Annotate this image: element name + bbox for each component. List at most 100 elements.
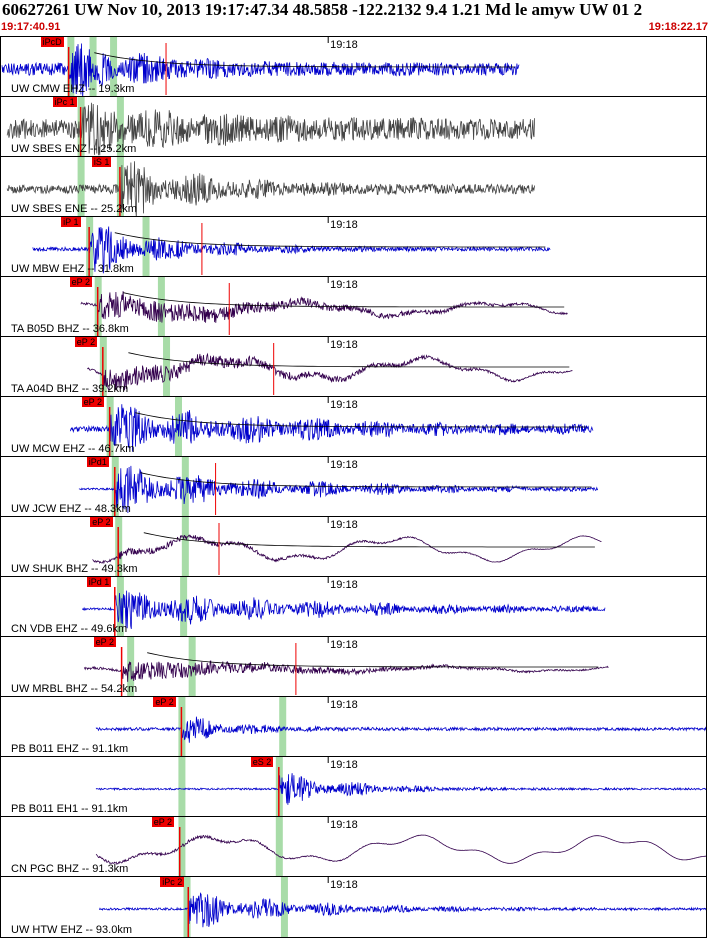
station-label: UW CMW EHZ -- 19.3km [11,83,135,95]
waveform-trace [99,892,706,928]
minute-label: 19:18 [330,519,358,531]
minute-label: 19:18 [330,219,358,231]
coda-decay-curve [128,352,570,368]
theoretical-arrival-marker [180,577,188,636]
trace-panel[interactable]: iPc 2 19:18 UW HTW EHZ -- 93.0km [0,876,707,938]
minute-label: 19:18 [330,819,358,831]
waveform-trace [6,102,535,156]
trace-canvas [32,217,551,276]
waveform-trace [92,534,602,565]
phase-pick-label[interactable]: iPcD [40,37,64,47]
theoretical-arrival-marker [142,217,150,276]
waveform-trace [69,404,594,452]
minute-label: 19:18 [330,279,358,291]
coda-decay-curve [114,232,546,248]
trace-panel[interactable]: iS 1 UW SBES ENE -- 25.2km [0,156,707,216]
trace-canvas [1,37,520,96]
trace-panel[interactable]: eP 2 19:18 TA B05D BHZ -- 36.8km [0,276,707,336]
window-start-time: 19:17:40.91 [1,21,61,33]
minute-label: 19:18 [330,39,358,51]
minute-label: 19:18 [330,879,358,891]
window-end-time: 19:18:22.17 [648,21,708,33]
coda-decay-curve [135,412,587,428]
station-label: UW HTW EHZ -- 93.0km [11,924,132,936]
trace-panel[interactable]: eP 2 19:18 UW SHUK BHZ -- 49.3km [0,516,707,576]
theoretical-arrival-marker [163,337,171,396]
phase-pick-label[interactable]: iPd1 [86,457,109,467]
station-label: UW SBES ENE -- 25.2km [11,203,137,215]
phase-pick-label[interactable]: iPc 2 [160,877,185,887]
theoretical-arrival-marker [181,517,189,576]
trace-panel[interactable]: iPd1 19:18 UW JCW EHZ -- 48.3km [0,456,707,516]
phase-pick-label[interactable]: iS 1 [91,157,112,167]
trace-canvas [99,877,706,937]
minute-label: 19:18 [330,639,358,651]
phase-pick-label[interactable]: iPc 1 [52,97,77,107]
phase-pick-label[interactable]: iP 1 [61,217,81,227]
station-label: CN PGC BHZ -- 91.3km [11,863,129,875]
station-label: UW MCW EHZ -- 46.7km [11,443,135,455]
station-label: UW SBES ENZ -- 25.2km [11,143,137,155]
trace-panel[interactable]: iPd 1 19:18 CN VDB EHZ -- 49.6km [0,576,707,636]
coda-decay-curve [147,652,599,668]
theoretical-arrival-marker [110,37,118,96]
phase-pick-label[interactable]: eP 2 [69,277,93,287]
phase-pick-label[interactable]: eP 2 [93,637,116,647]
phase-pick-label[interactable]: eP 2 [153,697,176,707]
station-label: UW MBW EHZ -- 31.8km [11,263,134,275]
trace-panel[interactable]: eP 2 19:18 TA A04D BHZ -- 39.2km [0,336,707,396]
theoretical-arrival-marker [183,877,191,937]
waveform-trace [81,590,606,629]
event-header: 60627261 UW Nov 10, 2013 19:17:47.34 48.… [0,0,710,36]
phase-pick-label[interactable]: eP 2 [90,517,113,527]
trace-canvas [95,697,706,756]
coda-decay-curve [123,292,565,308]
station-label: PB B011 EHZ -- 91.1km [11,743,129,755]
trace-canvas [83,637,609,696]
trace-canvas [92,517,602,576]
trace-canvas [6,97,535,156]
waveform-trace [95,773,706,805]
coda-decay-curve [94,52,515,68]
trace-panel[interactable]: eP 2 19:18 UW MRBL BHZ -- 54.2km [0,636,707,696]
waveform-trace [83,660,609,682]
trace-panel[interactable]: eP 2 19:18 UW MCW EHZ -- 46.7km [0,396,707,456]
station-label: TA A04D BHZ -- 39.2km [11,383,129,395]
phase-pick-label[interactable]: eP 2 [81,397,104,407]
waveform-trace [87,352,573,391]
minute-label: 19:18 [330,699,358,711]
waveform-trace [78,465,599,514]
minute-label: 19:18 [330,579,358,591]
seismogram-plot[interactable]: iPcD 19:18 UW CMW EHZ -- 19.3km iPc 1 UW SBE… [0,36,710,938]
trace-canvas [69,397,594,456]
phase-pick-label[interactable]: eS 2 [250,757,274,767]
waveform-trace [32,226,551,274]
theoretical-arrival-marker [275,817,283,876]
station-label: UW MRBL BHZ -- 54.2km [11,683,138,695]
trace-canvas [95,817,706,876]
trace-canvas [95,757,706,816]
station-label: CN VDB EHZ -- 49.6km [11,623,128,635]
station-label: TA B05D BHZ -- 36.8km [11,323,129,335]
waveform-trace [80,291,568,323]
station-label: UW JCW EHZ -- 48.3km [11,503,131,515]
theoretical-arrival-marker [188,637,196,696]
phase-pick-label[interactable]: iPd 1 [86,577,112,587]
waveform-trace [95,834,706,865]
trace-panel[interactable]: eP 2 19:18 PB B011 EHZ -- 91.1km [0,696,707,756]
minute-label: 19:18 [330,759,358,771]
theoretical-arrival-marker [181,457,189,516]
trace-canvas [6,157,535,216]
theoretical-arrival-marker [67,37,75,96]
theoretical-arrival-marker [178,757,186,816]
trace-panel[interactable]: iPcD 19:18 UW CMW EHZ -- 19.3km [0,36,707,96]
trace-panel[interactable]: eP 2 19:18 CN PGC BHZ -- 91.3km [0,816,707,876]
trace-canvas [87,337,573,396]
trace-panel[interactable]: iP 1 19:18 UW MBW EHZ -- 31.8km [0,216,707,276]
station-label: UW SHUK BHZ -- 49.3km [11,563,138,575]
phase-pick-label[interactable]: eP 2 [151,817,175,827]
trace-panel[interactable]: iPc 1 UW SBES ENZ -- 25.2km [0,96,707,156]
phase-pick-label[interactable]: eP 2 [74,337,98,347]
trace-panel[interactable]: eS 2 19:18 PB B011 EH1 -- 91.1km [0,756,707,816]
trace-canvas [78,457,599,516]
